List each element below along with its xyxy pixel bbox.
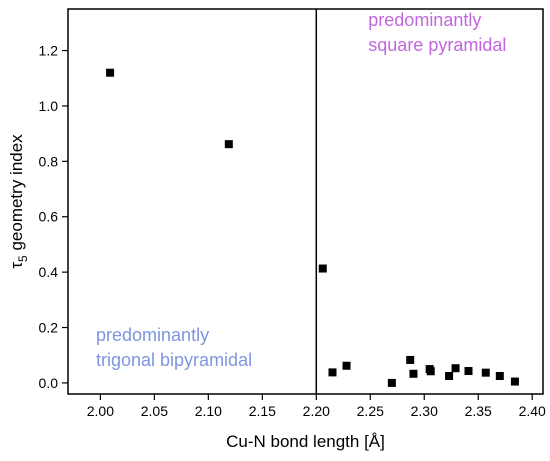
y-axis-title-text: geometry index [7, 134, 26, 255]
data-point [328, 368, 337, 377]
y-tick-label: 1.2 [39, 43, 59, 59]
x-tick-label: 2.35 [465, 403, 492, 419]
region-annotation-line: trigonal bipyramidal [96, 350, 252, 370]
region-annotation: predominantly square pyramidal [368, 10, 506, 55]
x-tick-label: 2.15 [249, 403, 276, 419]
data-point [318, 264, 327, 273]
region-annotation: predominantly trigonal bipyramidal [96, 325, 252, 370]
data-point [426, 367, 435, 376]
x-tick-label: 2.10 [195, 403, 222, 419]
data-point [451, 364, 460, 373]
y-tick-label: 0.0 [39, 375, 59, 391]
x-tick-label: 2.20 [303, 403, 330, 419]
data-point [409, 369, 418, 378]
y-tick-label: 0.6 [39, 209, 59, 225]
x-tick-label: 2.05 [141, 403, 168, 419]
plot-frame [67, 8, 544, 395]
x-axis-title: Cu-N bond length [Å] [226, 432, 385, 451]
x-tick-label: 2.25 [357, 403, 384, 419]
data-point [224, 140, 233, 149]
x-tick-label: 2.00 [87, 403, 114, 419]
x-tick-label: 2.30 [411, 403, 438, 419]
y-tick-label: 0.8 [39, 153, 59, 169]
data-point [387, 378, 396, 387]
y-axis-ticks: 0.0 0.2 0.4 0.6 0.8 1.0 1.2 [39, 43, 68, 391]
y-tick-label: 0.4 [39, 264, 59, 280]
region-annotation-line: predominantly [96, 325, 209, 345]
data-point [106, 68, 115, 77]
data-point [342, 361, 351, 370]
y-tick-label: 0.2 [39, 320, 59, 336]
data-point [510, 377, 519, 386]
x-tick-label: 2.40 [519, 403, 546, 419]
y-axis-title-symbol: τ [7, 262, 26, 269]
data-points [106, 68, 519, 387]
data-point [464, 367, 473, 376]
data-point [406, 355, 415, 364]
data-point [481, 368, 490, 377]
data-point [445, 371, 454, 380]
y-axis-title-subscript: 5 [16, 255, 30, 262]
y-tick-label: 1.0 [39, 98, 59, 114]
region-annotation-line: predominantly [368, 10, 481, 30]
data-point [495, 371, 504, 380]
y-axis-title: τ5 geometry index [7, 134, 30, 269]
x-axis-ticks: 2.00 2.05 2.10 2.15 2.20 2.25 2.30 2.35 2.40 [87, 394, 546, 419]
region-annotation-line: square pyramidal [368, 35, 506, 55]
region-annotations: predominantly square pyramidalpredominant… [96, 10, 506, 370]
